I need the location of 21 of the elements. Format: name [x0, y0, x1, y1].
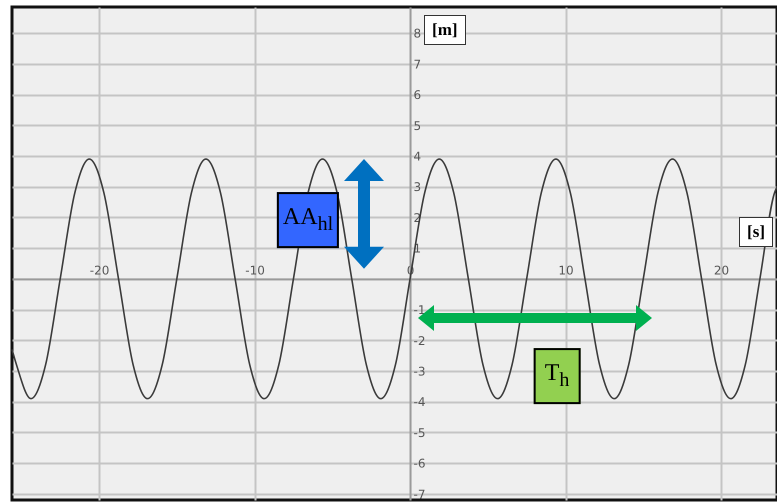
x-tick-label: -20 [90, 263, 110, 278]
x-axis-title: [s] [739, 216, 773, 247]
annotation: AA$_{hl}$ [276, 192, 340, 248]
y-tick-label: -1 [414, 303, 426, 318]
annotation: T$_{h}$ [534, 348, 580, 404]
y-tick-label: 4 [414, 149, 422, 164]
y-tick-label: -7 [414, 487, 426, 502]
x-tick-label: 20 [714, 263, 730, 278]
x-tick-label: -10 [245, 263, 265, 278]
y-tick-label: 3 [414, 180, 422, 194]
y-tick-label: 5 [414, 118, 422, 133]
y-tick-label: 8 [414, 26, 422, 41]
x-tick-label: 10 [558, 263, 574, 278]
y-tick-label: -4 [414, 395, 426, 410]
y-tick-label: -3 [414, 364, 426, 378]
y-tick-label: 7 [414, 57, 422, 72]
y-axis-title: [m] [424, 15, 466, 45]
y-tick-label: 6 [414, 88, 422, 102]
y-tick-label: -6 [414, 456, 426, 471]
y-tick-label: -5 [414, 426, 426, 440]
y-tick-label: -2 [414, 334, 426, 348]
